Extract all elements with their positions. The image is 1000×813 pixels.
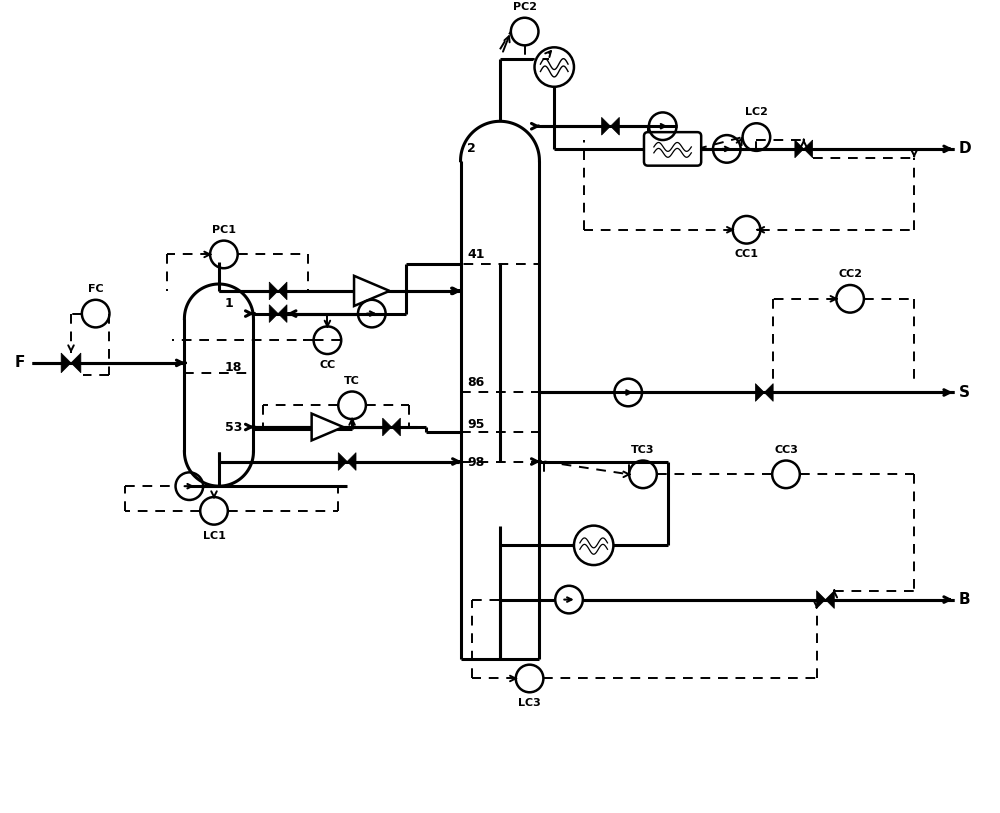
Polygon shape [278, 282, 287, 300]
Polygon shape [825, 591, 834, 608]
Text: TC: TC [344, 376, 360, 385]
Text: CC3: CC3 [774, 445, 798, 454]
Text: S: S [959, 385, 970, 400]
Text: 18: 18 [225, 361, 242, 374]
Text: F: F [15, 355, 25, 371]
FancyBboxPatch shape [644, 133, 701, 166]
Text: 98: 98 [467, 456, 485, 469]
Text: CC: CC [319, 360, 336, 370]
Text: CC2: CC2 [838, 269, 862, 279]
Polygon shape [312, 414, 343, 441]
Polygon shape [383, 418, 392, 436]
Polygon shape [338, 453, 347, 471]
Polygon shape [602, 117, 610, 135]
Polygon shape [764, 384, 773, 402]
Text: LC1: LC1 [203, 531, 225, 541]
Text: B: B [959, 592, 970, 607]
Polygon shape [278, 305, 287, 323]
Text: LC3: LC3 [518, 698, 541, 708]
Polygon shape [755, 384, 764, 402]
Polygon shape [71, 353, 81, 373]
Text: 53: 53 [225, 420, 242, 433]
Text: LC2: LC2 [745, 107, 768, 117]
Polygon shape [610, 117, 619, 135]
Polygon shape [354, 276, 390, 306]
Polygon shape [795, 140, 804, 158]
Text: CC1: CC1 [735, 250, 759, 259]
Polygon shape [61, 353, 71, 373]
Polygon shape [269, 305, 278, 323]
Text: PC2: PC2 [513, 2, 537, 12]
Polygon shape [269, 282, 278, 300]
Polygon shape [392, 418, 400, 436]
Text: PC1: PC1 [212, 224, 236, 235]
Text: 41: 41 [467, 248, 485, 261]
Polygon shape [804, 140, 813, 158]
Text: TC3: TC3 [631, 445, 655, 454]
Polygon shape [347, 453, 356, 471]
Text: 2: 2 [467, 142, 476, 155]
Text: D: D [959, 141, 971, 156]
Text: FC: FC [88, 284, 103, 293]
Polygon shape [817, 591, 825, 608]
Text: 86: 86 [467, 376, 485, 389]
Text: 1: 1 [225, 298, 234, 311]
Text: 95: 95 [467, 418, 485, 431]
